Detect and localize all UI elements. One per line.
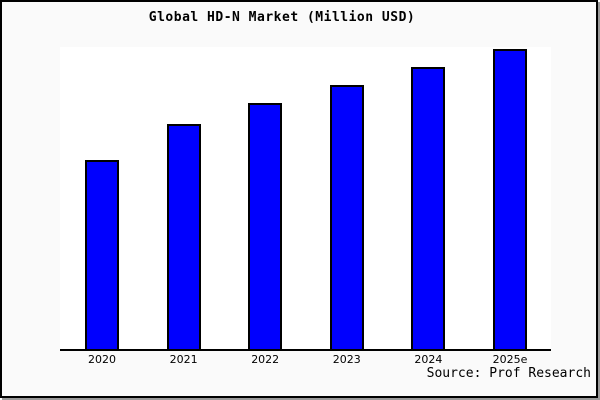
x-tick-label-2021: 2021	[169, 353, 198, 366]
bar-2022	[248, 103, 283, 349]
bar-2025e	[493, 49, 527, 349]
x-tick-label-2020: 2020	[88, 353, 116, 366]
x-tick-label-2024: 2024	[414, 353, 443, 366]
chart-title: Global HD-N Market (Million USD)	[148, 10, 416, 25]
bar-2024	[411, 67, 446, 349]
bar-2021	[166, 124, 201, 349]
bar-2020	[85, 160, 119, 349]
plot-area	[60, 47, 551, 351]
x-tick-label-2023: 2023	[332, 353, 361, 366]
x-tick-label-2022: 2022	[251, 353, 280, 366]
source-credit: Source: Prof Research	[426, 366, 591, 381]
bar-2023	[329, 85, 364, 349]
x-tick-label-2025e: 2025e	[492, 353, 528, 366]
